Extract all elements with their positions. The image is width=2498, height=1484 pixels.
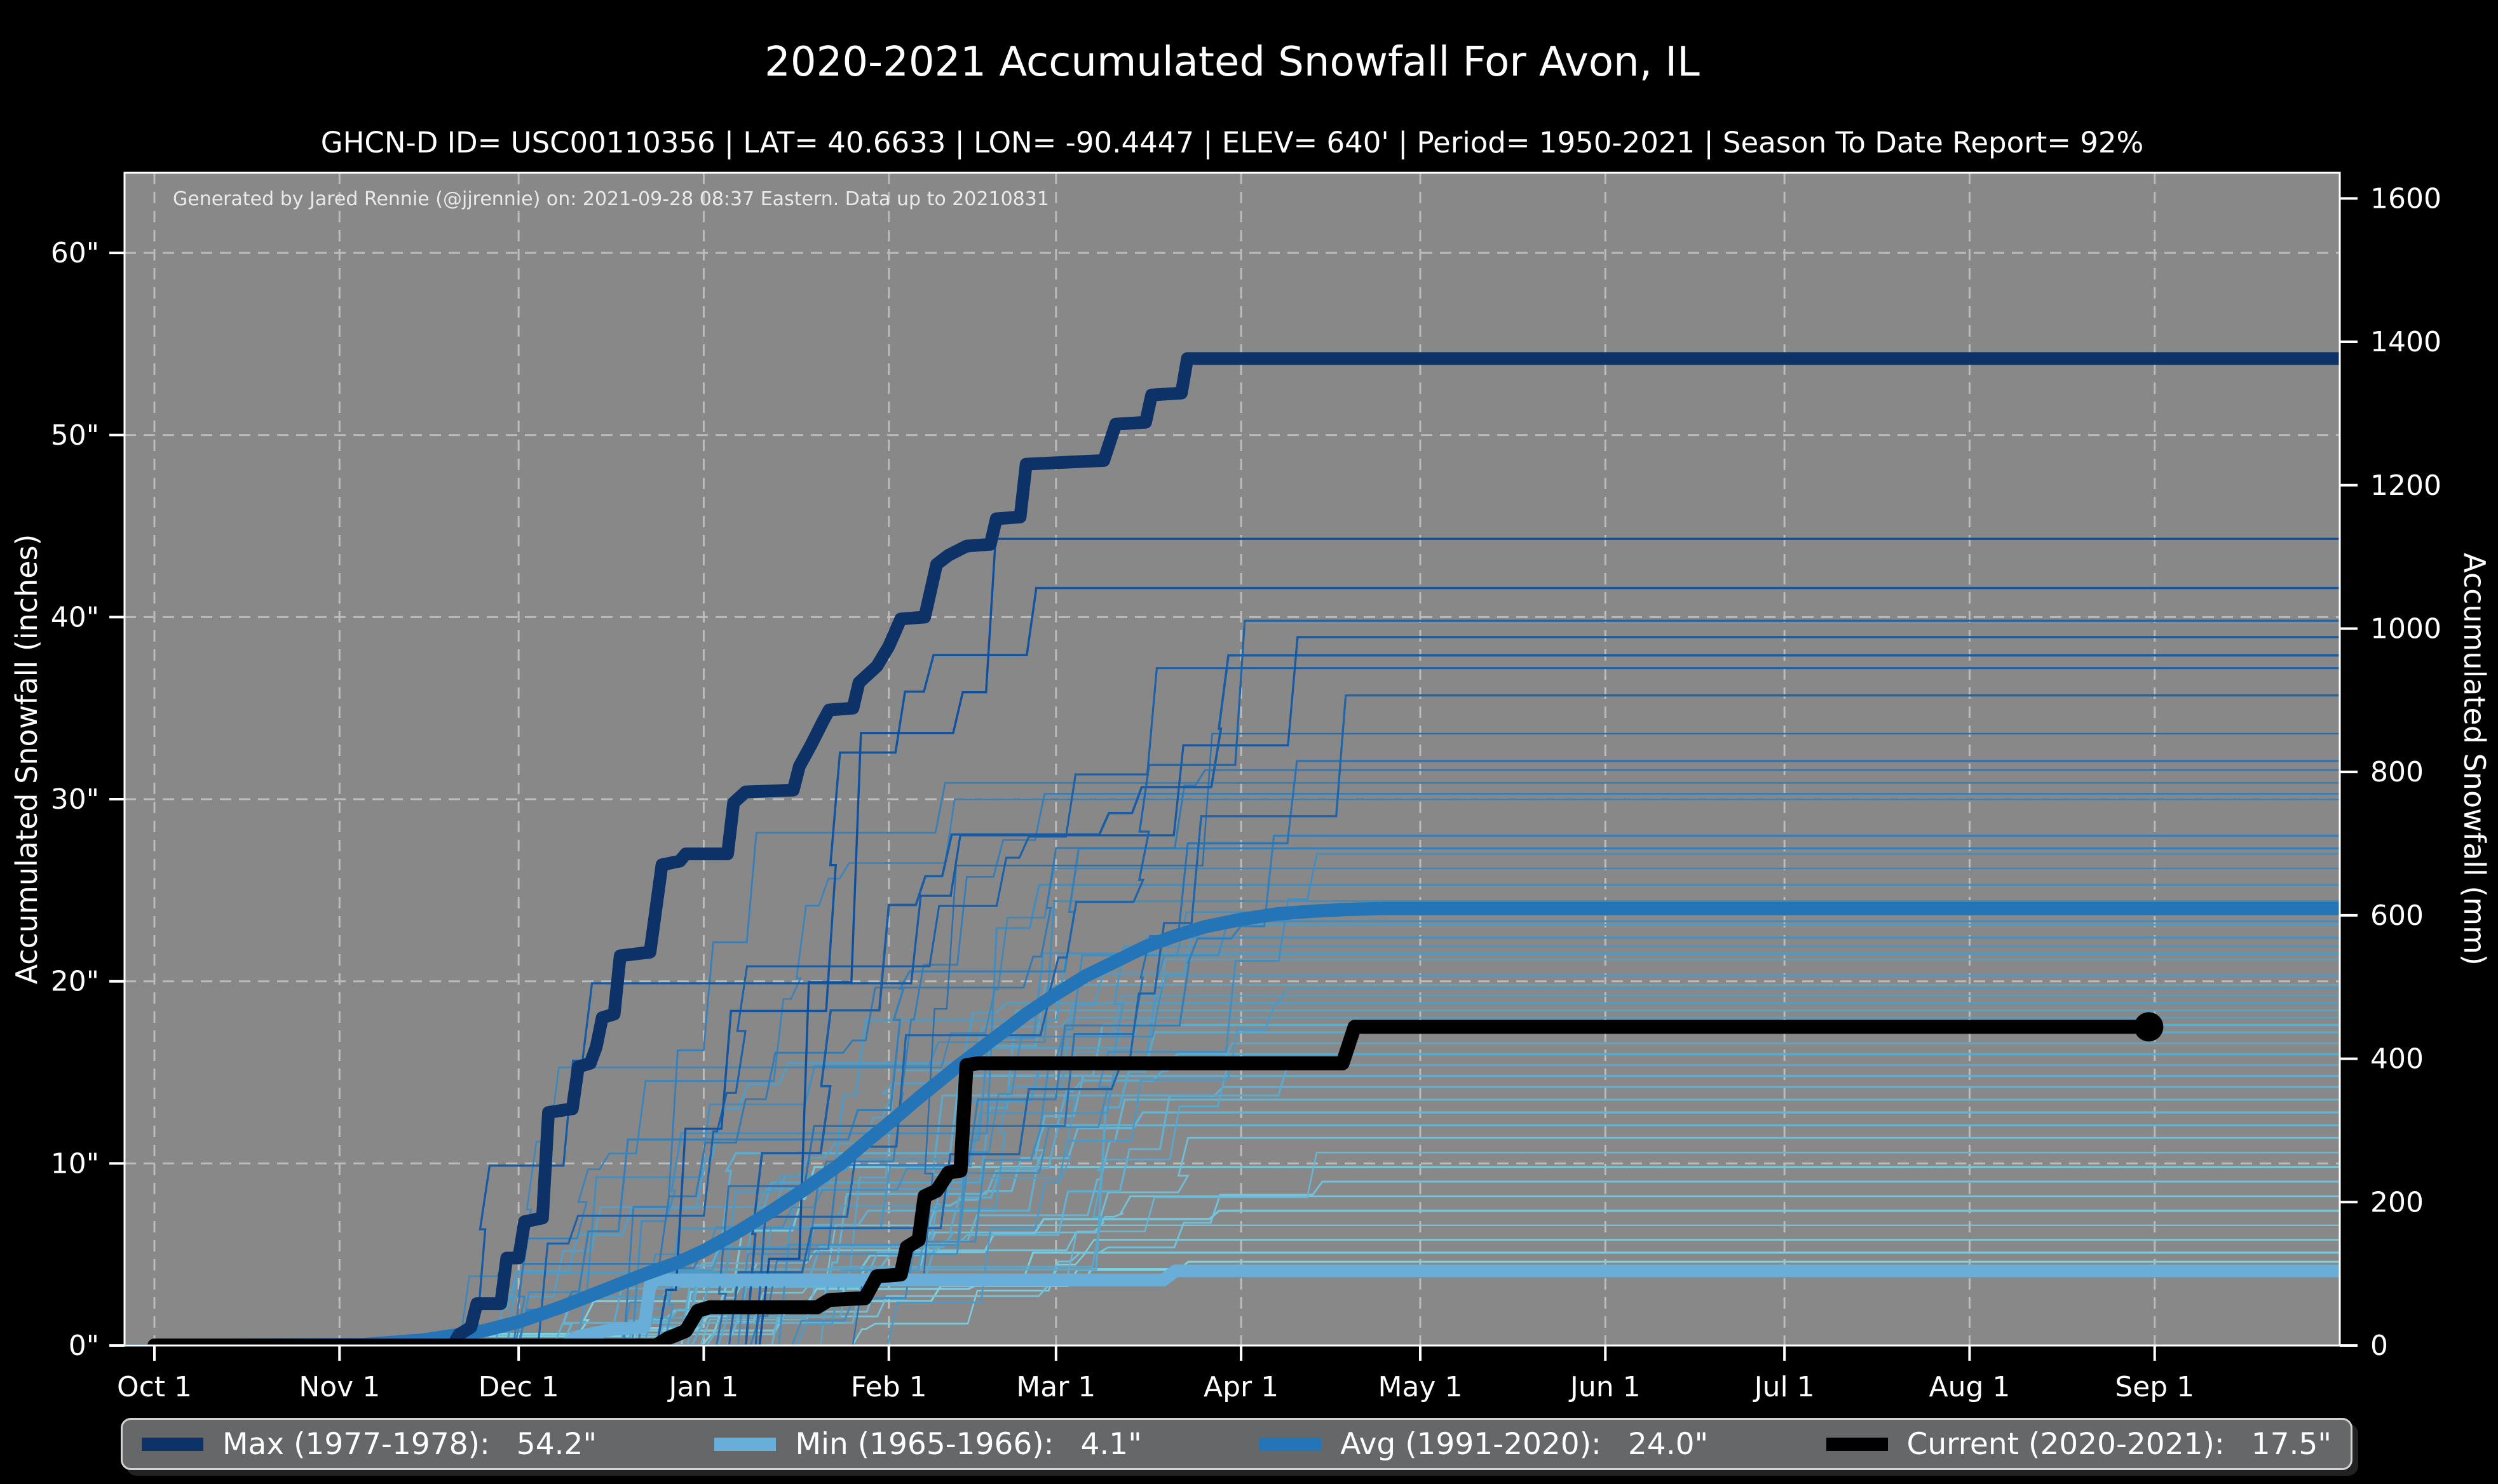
series-max-line xyxy=(148,352,2340,1346)
legend-item-max: Max (1977-1978): 54.2" xyxy=(142,1427,597,1462)
y-tick-label-inches: 50" xyxy=(51,419,99,452)
legend-value-current: 17.5" xyxy=(2251,1426,2332,1462)
season-line xyxy=(125,1224,2340,1346)
legend-swatch-current xyxy=(1826,1437,1888,1451)
series-avg-line xyxy=(147,901,2340,1346)
legend-value-max: 54.2" xyxy=(516,1426,597,1462)
legend-value-avg: 24.0" xyxy=(1627,1426,1709,1462)
season-line xyxy=(125,884,2340,1346)
x-tick-label: Sep 1 xyxy=(2115,1371,2194,1403)
y-tick-label-mm: 200 xyxy=(2370,1186,2424,1218)
season-line xyxy=(125,793,2340,1346)
season-line xyxy=(125,1075,2340,1346)
season-line xyxy=(125,1111,2340,1346)
axis-ticks xyxy=(109,197,2358,1361)
y-tick-label-mm: 1400 xyxy=(2370,326,2441,358)
season-line xyxy=(125,619,2340,1346)
season-line xyxy=(125,537,2340,1346)
current-endpoint-dot xyxy=(2134,1012,2164,1042)
x-tick-label: Apr 1 xyxy=(1204,1371,1279,1403)
y-tick-label-mm: 600 xyxy=(2370,900,2424,932)
y-tick-label-mm: 1000 xyxy=(2370,612,2441,645)
legend-item-avg: Avg (1991-2020): 24.0" xyxy=(1259,1427,1708,1462)
chart-title: 2020-2021 Accumulated Snowfall For Avon,… xyxy=(764,38,1700,86)
season-line xyxy=(125,1098,2340,1346)
x-tick-label: Aug 1 xyxy=(1929,1371,2010,1403)
y-tick-label-inches: 10" xyxy=(51,1147,99,1180)
x-tick-label: Mar 1 xyxy=(1016,1371,1096,1403)
y-tick-label-inches: 0" xyxy=(69,1330,99,1362)
legend: Max (1977-1978): 54.2" Min (1965-1966): 4.… xyxy=(121,1418,2352,1470)
season-line xyxy=(125,667,2340,1346)
y-tick-label-inches: 60" xyxy=(51,237,99,269)
season-line xyxy=(125,984,2340,1346)
legend-label-min: Min (1965-1966): xyxy=(795,1426,1054,1462)
season-line xyxy=(125,654,2340,1346)
x-tick-label: Oct 1 xyxy=(117,1371,192,1403)
y-axis-label-inches: Accumulated Snowfall (inches) xyxy=(10,534,44,985)
plot-border xyxy=(123,172,2341,1347)
legend-value-min: 4.1" xyxy=(1080,1426,1142,1462)
season-line xyxy=(125,760,2340,1346)
y-tick-label-inches: 20" xyxy=(51,966,99,998)
chart-subtitle: GHCN-D ID= USC00110356 | LAT= 40.6633 | … xyxy=(320,126,2144,159)
y-axis-label-mm: Accumulated Snowfall (mm) xyxy=(2457,553,2492,966)
season-line xyxy=(125,853,2340,1346)
legend-swatch-avg xyxy=(1259,1437,1322,1451)
y-tick-label-mm: 400 xyxy=(2370,1043,2424,1076)
legend-label-avg: Avg (1991-2020): xyxy=(1340,1426,1601,1462)
y-tick-label-mm: 1200 xyxy=(2370,469,2441,502)
credit-text: Generated by Jared Rennie (@jjrennie) on… xyxy=(173,188,1049,210)
season-line xyxy=(125,694,2340,1346)
legend-item-min: Min (1965-1966): 4.1" xyxy=(714,1426,1142,1462)
main-series xyxy=(147,352,2340,1346)
season-line xyxy=(125,586,2340,1346)
season-line xyxy=(125,1053,2340,1346)
season-line xyxy=(125,769,2340,1346)
legend-swatch-min xyxy=(714,1437,777,1451)
x-tick-label: Jan 1 xyxy=(667,1371,739,1403)
season-line xyxy=(125,781,2340,1346)
season-line xyxy=(125,945,2340,1346)
x-tick-label: May 1 xyxy=(1378,1371,1463,1403)
legend-label-current: Current (2020-2021): xyxy=(1906,1426,2225,1462)
x-tick-label: Nov 1 xyxy=(299,1371,380,1403)
legend-item-current: Current (2020-2021): 17.5" xyxy=(1826,1427,2332,1462)
plot-background xyxy=(125,173,2340,1346)
x-tick-label: Jun 1 xyxy=(1568,1371,1641,1403)
x-tick-label: Dec 1 xyxy=(479,1371,559,1403)
x-tick-label: Jul 1 xyxy=(1753,1371,1815,1403)
legend-swatch-max xyxy=(142,1437,203,1451)
series-current-line xyxy=(147,1020,2156,1346)
y-tick-label-inches: 30" xyxy=(51,783,99,816)
y-tick-label-mm: 0 xyxy=(2370,1330,2388,1362)
season-line xyxy=(125,1009,2340,1346)
y-tick-label-mm: 1600 xyxy=(2370,182,2441,215)
season-line xyxy=(125,987,2340,1346)
y-tick-label-inches: 40" xyxy=(51,601,99,633)
y-tick-label-mm: 800 xyxy=(2370,756,2424,788)
season-line xyxy=(125,636,2340,1346)
x-tick-label: Feb 1 xyxy=(851,1371,927,1403)
season-line xyxy=(125,732,2340,1346)
legend-label-max: Max (1977-1978): xyxy=(222,1426,490,1462)
